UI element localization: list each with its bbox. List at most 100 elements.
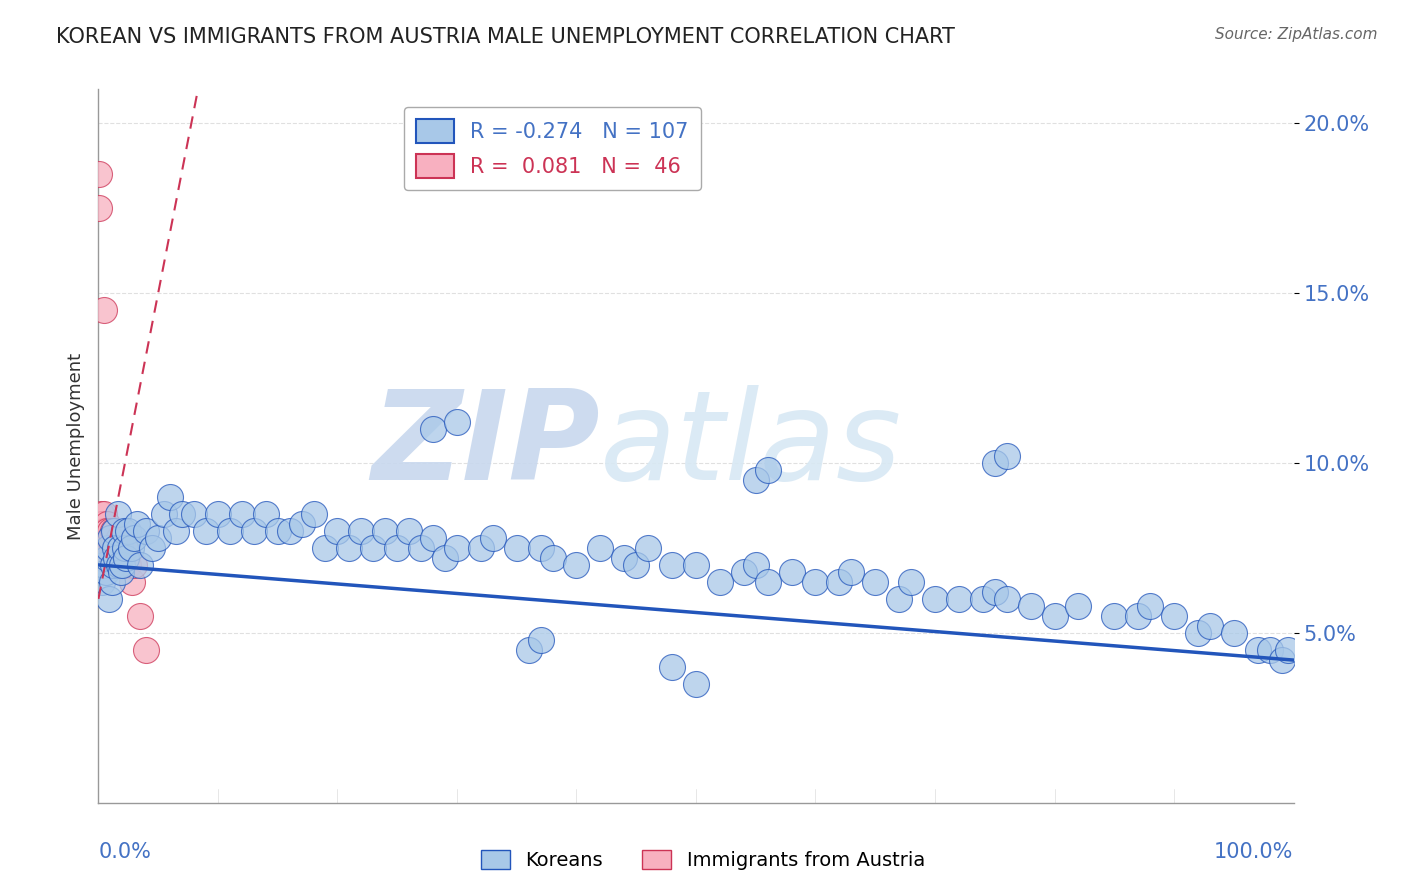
Point <box>530 541 553 555</box>
Point <box>91 541 114 555</box>
Point <box>195 524 218 538</box>
Point <box>112 524 135 538</box>
Point <box>756 574 779 589</box>
Point <box>183 507 205 521</box>
Point <box>517 643 540 657</box>
Point <box>105 558 128 572</box>
Point <box>326 524 349 538</box>
Point <box>291 517 314 532</box>
Point <box>93 524 115 538</box>
Y-axis label: Male Unemployment: Male Unemployment <box>66 352 84 540</box>
Point <box>107 507 129 521</box>
Point <box>745 473 768 487</box>
Point <box>96 541 118 555</box>
Point <box>165 524 187 538</box>
Point <box>482 531 505 545</box>
Point <box>97 541 120 555</box>
Point <box>101 558 124 572</box>
Point <box>231 507 253 521</box>
Point <box>135 643 157 657</box>
Point <box>1019 599 1042 613</box>
Point <box>339 541 361 555</box>
Text: 100.0%: 100.0% <box>1215 842 1294 862</box>
Point <box>98 524 122 538</box>
Point <box>91 517 114 532</box>
Point <box>374 524 396 538</box>
Point <box>780 565 803 579</box>
Point <box>172 507 194 521</box>
Point <box>1067 599 1090 613</box>
Point <box>1187 626 1209 640</box>
Point <box>1163 608 1185 623</box>
Point <box>110 565 132 579</box>
Point <box>89 541 111 555</box>
Point <box>101 524 124 538</box>
Point <box>114 541 136 555</box>
Point <box>756 463 779 477</box>
Point <box>148 531 170 545</box>
Point <box>1223 626 1246 640</box>
Point <box>121 574 143 589</box>
Point <box>93 303 115 318</box>
Point <box>446 415 468 429</box>
Point <box>94 565 117 579</box>
Point <box>613 551 636 566</box>
Point <box>685 558 707 572</box>
Point <box>129 558 152 572</box>
Point <box>108 541 131 555</box>
Point <box>108 558 131 572</box>
Point <box>995 591 1018 606</box>
Point <box>103 524 125 538</box>
Point <box>89 551 111 566</box>
Point <box>125 517 148 532</box>
Point <box>972 591 994 606</box>
Point <box>1271 653 1294 667</box>
Point <box>97 541 120 555</box>
Point <box>93 558 115 572</box>
Point <box>350 524 373 538</box>
Point <box>541 551 564 566</box>
Point <box>103 541 125 555</box>
Point <box>506 541 529 555</box>
Point <box>865 574 887 589</box>
Point <box>1043 608 1066 623</box>
Point <box>90 524 112 538</box>
Point <box>141 541 163 555</box>
Point <box>96 517 118 532</box>
Point <box>828 574 851 589</box>
Point <box>115 551 138 566</box>
Point <box>267 524 290 538</box>
Point <box>243 524 266 538</box>
Point <box>104 541 127 555</box>
Point <box>1128 608 1150 623</box>
Point <box>1247 643 1270 657</box>
Point <box>87 167 110 181</box>
Point <box>89 524 111 538</box>
Point <box>159 490 181 504</box>
Point <box>733 565 755 579</box>
Point <box>1258 643 1281 657</box>
Point <box>924 591 946 606</box>
Point <box>153 507 176 521</box>
Point <box>422 422 444 436</box>
Point <box>745 558 768 572</box>
Point <box>93 541 115 555</box>
Point <box>93 507 115 521</box>
Point <box>637 541 659 555</box>
Point <box>661 558 683 572</box>
Point <box>1199 619 1222 633</box>
Point <box>94 524 117 538</box>
Point <box>117 558 139 572</box>
Point <box>315 541 337 555</box>
Point <box>254 507 277 521</box>
Point <box>90 507 112 521</box>
Point <box>804 574 827 589</box>
Point <box>530 632 553 647</box>
Point <box>114 541 136 555</box>
Point <box>565 558 588 572</box>
Point <box>661 660 683 674</box>
Point <box>96 551 118 566</box>
Point <box>446 541 468 555</box>
Point <box>685 677 707 691</box>
Point <box>589 541 612 555</box>
